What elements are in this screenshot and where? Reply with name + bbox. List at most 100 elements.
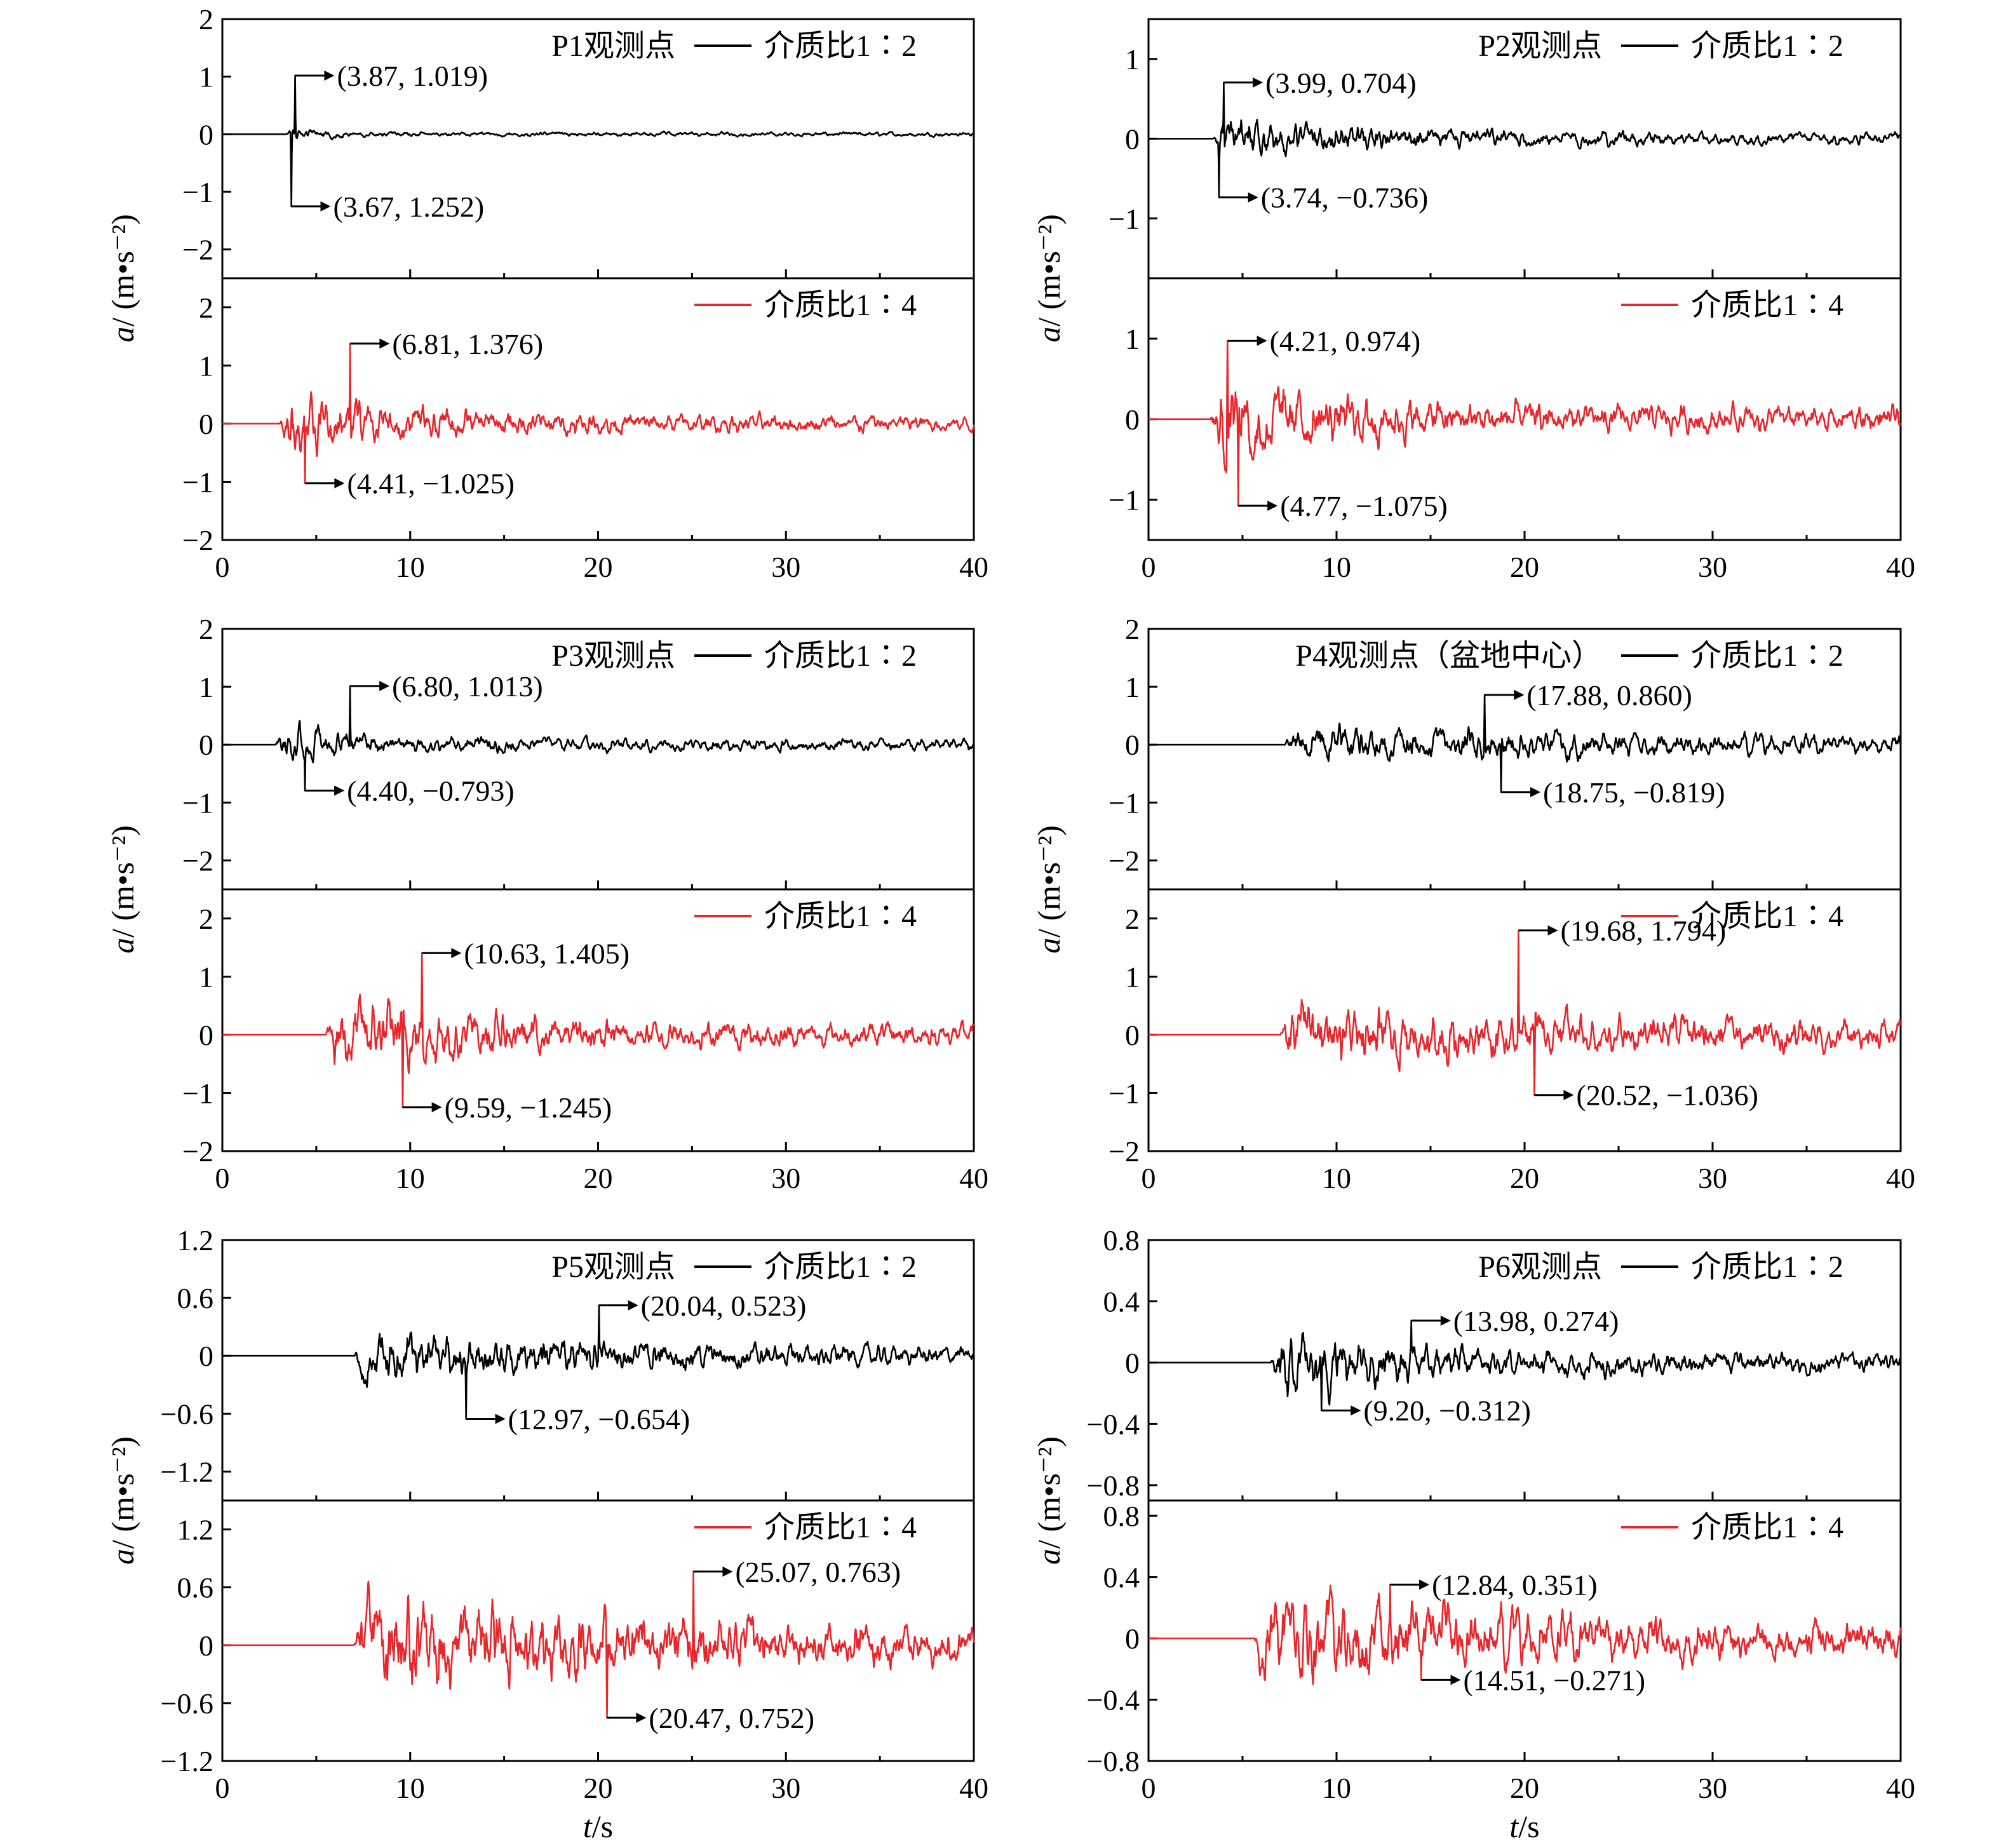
annotation-label: (3.67, 1.252) <box>334 191 485 223</box>
annotation-label: (20.04, 0.523) <box>641 1290 807 1322</box>
y-tick-label: 2 <box>199 903 213 935</box>
y-axis-label-var: a <box>105 938 140 954</box>
annotation-arrow <box>1351 1405 1361 1416</box>
x-tick-label: 30 <box>771 1162 800 1194</box>
annotation-arrow <box>495 1413 506 1424</box>
y-tick-label: 0 <box>1125 1622 1140 1655</box>
legend-label: 介质比1∶2 <box>1691 29 1843 63</box>
y-axis-label-var: a <box>105 327 140 342</box>
x-tick-label: 40 <box>1886 1162 1915 1194</box>
series-line <box>1148 694 1902 793</box>
annotation-arrow <box>379 680 390 691</box>
series-line <box>222 74 975 208</box>
y-tick-label: 0.6 <box>177 1572 214 1604</box>
y-tick-label: −1 <box>1108 484 1140 516</box>
annotation-arrow <box>1450 1675 1461 1685</box>
y-tick-label: 1 <box>1125 323 1140 355</box>
x-tick-label: 10 <box>396 1162 425 1194</box>
x-tick-label: 0 <box>215 551 230 583</box>
legend-label: 介质比1∶2 <box>764 1250 917 1284</box>
legend-label: 介质比1∶4 <box>764 1511 917 1544</box>
series-line <box>1148 1584 1902 1685</box>
y-tick-label: 1 <box>1125 43 1140 76</box>
y-tick-label: 1.2 <box>177 1514 214 1546</box>
x-tick-label: 30 <box>771 551 800 583</box>
series-line <box>222 1304 974 1420</box>
y-tick-label: −0.6 <box>161 1398 213 1430</box>
annotation-label: (3.74, −0.736) <box>1261 182 1429 214</box>
annotation-label: (9.20, −0.312) <box>1363 1394 1531 1427</box>
x-tick-label: 20 <box>1510 551 1539 583</box>
panel-6: 2 1 0 −1 −2 介质比1∶4 (10.63, 1.405) (9.59, −1.245… <box>182 888 975 1168</box>
x-tick-label: 0 <box>215 1162 230 1194</box>
y-tick-label: 0 <box>1125 403 1140 436</box>
panel-4: 1 0 −1 介质比1∶4 (4.21, 0.974) (4.77, −1.075) <box>1108 277 1902 541</box>
annotation-label: (9.59, −1.245) <box>445 1091 612 1124</box>
y-axis-label-var: a <box>1031 327 1067 342</box>
panel-title: P2观测点 <box>1478 29 1602 63</box>
annotation-label: (4.21, 0.974) <box>1270 325 1421 357</box>
y-tick-label: −0.8 <box>1087 1469 1140 1502</box>
x-tick-label: 0 <box>1142 551 1156 583</box>
annotation-arrow <box>722 1566 733 1577</box>
annotation-arrow <box>320 201 331 212</box>
y-axis-label-unit: / (m•s⁻²) <box>1031 214 1067 327</box>
y-axis-label: a/ (m•s⁻²) <box>105 214 140 342</box>
legend-label: 介质比1∶2 <box>1691 639 1843 673</box>
y-tick-label: 0 <box>199 408 213 440</box>
annotation-arrow <box>334 478 345 489</box>
series-line <box>1148 1319 1902 1412</box>
annotation-arrow <box>1257 335 1267 346</box>
panel-8: 2 1 0 −1 −2 介质比1∶4(19.68, 1.794) (20.52, −1.03… <box>1108 888 1902 1168</box>
series-line <box>1148 929 1902 1096</box>
annotation-label: (3.87, 1.019) <box>337 60 488 92</box>
x-axis-label-unit: /s <box>1518 1809 1539 1844</box>
annotation-arrow <box>1267 501 1278 511</box>
legend-label: 介质比1∶4 <box>764 900 917 933</box>
annotation-label: (18.75, −0.819) <box>1543 776 1725 809</box>
y-tick-label: −1 <box>182 786 213 819</box>
y-tick-label: −2 <box>1108 844 1140 877</box>
legend-label: 介质比1∶4 <box>1691 900 1843 933</box>
y-tick-label: −0.4 <box>1087 1408 1140 1440</box>
y-tick-label: −1 <box>182 1077 213 1109</box>
y-tick-label: 2 <box>1125 903 1140 935</box>
legend-label: 介质比1∶2 <box>764 639 917 673</box>
y-tick-label: 0.6 <box>177 1282 214 1314</box>
panel-title: P3观测点 <box>551 639 675 673</box>
x-tick-label: 0 <box>1142 1162 1156 1194</box>
y-tick-label: 1 <box>199 961 213 993</box>
y-axis-label-unit: / (m•s⁻²) <box>1031 825 1067 938</box>
panel-11: 0.8 0.4 0 −0.4 −0.8 P6观测点 介质比1∶2 (13.98, 0.274)… <box>1087 1224 1902 1502</box>
y-tick-label: −1 <box>1108 786 1140 819</box>
y-axis-label-var: a <box>1031 938 1067 954</box>
y-tick-label: −2 <box>182 844 213 877</box>
legend-label: 介质比1∶2 <box>764 29 917 63</box>
series-line <box>1148 81 1902 198</box>
y-tick-label: 1.2 <box>177 1224 214 1257</box>
y-tick-label: 0 <box>199 1340 213 1372</box>
y-tick-label: −1 <box>1108 203 1140 235</box>
panel-title: P1观测点 <box>551 29 675 63</box>
x-tick-label: 40 <box>1886 551 1915 583</box>
y-tick-label: −1.2 <box>161 1745 213 1777</box>
annotation-arrow <box>451 948 462 959</box>
x-tick-label: 10 <box>396 1772 425 1804</box>
x-tick-label: 40 <box>959 1772 988 1804</box>
panel-title: P6观测点 <box>1478 1250 1602 1284</box>
annotation-arrow <box>636 1712 647 1723</box>
annotation-arrow <box>628 1300 638 1311</box>
y-axis-label-var: a <box>105 1549 140 1565</box>
y-tick-label: −1.2 <box>161 1455 213 1488</box>
y-tick-label: 0.8 <box>1103 1500 1140 1532</box>
panel-1: 2 1 0 −1 −2 P1观测点 介质比1∶2 (3.87, 1.019) (3.67, 1.… <box>182 3 975 280</box>
x-tick-label: 40 <box>959 551 988 583</box>
y-axis-label: a/ (m•s⁻²) <box>1031 825 1067 954</box>
y-tick-label: 2 <box>1125 613 1140 645</box>
annotation-arrow <box>1248 192 1258 203</box>
annotation-label: (19.68, 1.794) <box>1561 915 1727 947</box>
y-tick-label: −0.6 <box>161 1687 213 1720</box>
panel-title: P4观测点（盆地中心） <box>1295 639 1602 673</box>
x-tick-label: 10 <box>1322 1772 1351 1804</box>
y-tick-label: 0 <box>1125 729 1140 761</box>
